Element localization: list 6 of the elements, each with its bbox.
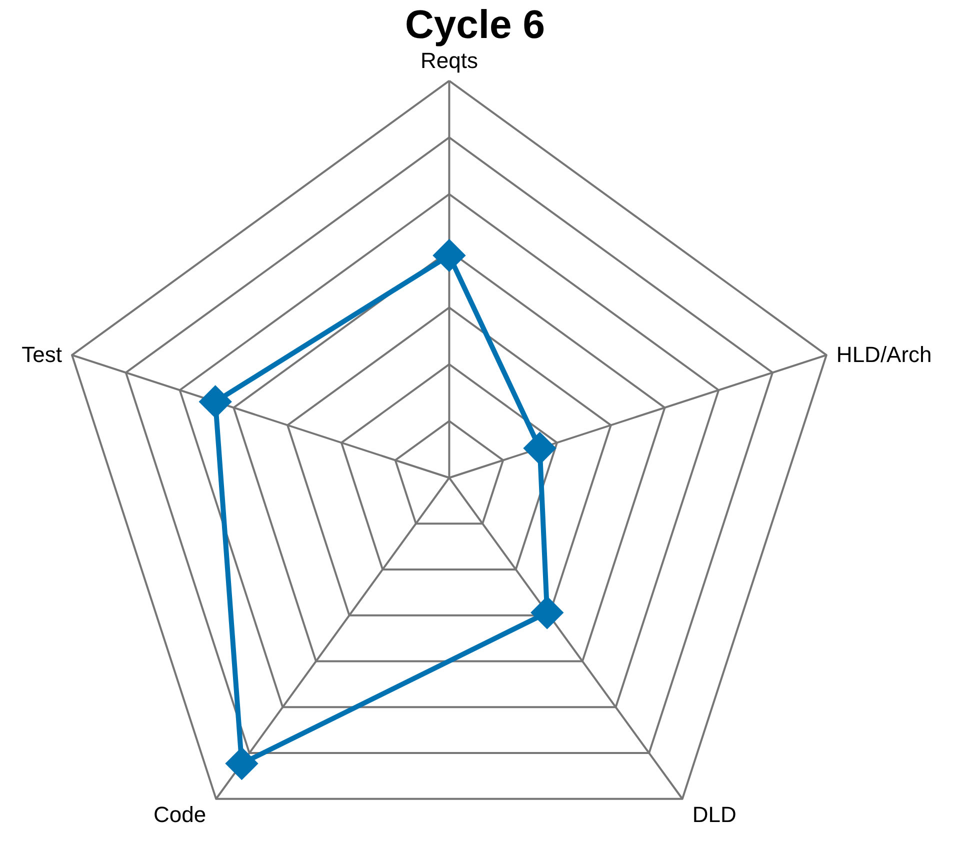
spoke-label: Test xyxy=(22,342,62,368)
spoke-label: DLD xyxy=(692,802,736,827)
spoke-label: HLD/Arch xyxy=(836,342,932,368)
chart-title: Cycle 6 xyxy=(404,2,546,47)
spoke-label: Reqts xyxy=(420,48,478,73)
spoke-label: Code xyxy=(153,802,206,827)
